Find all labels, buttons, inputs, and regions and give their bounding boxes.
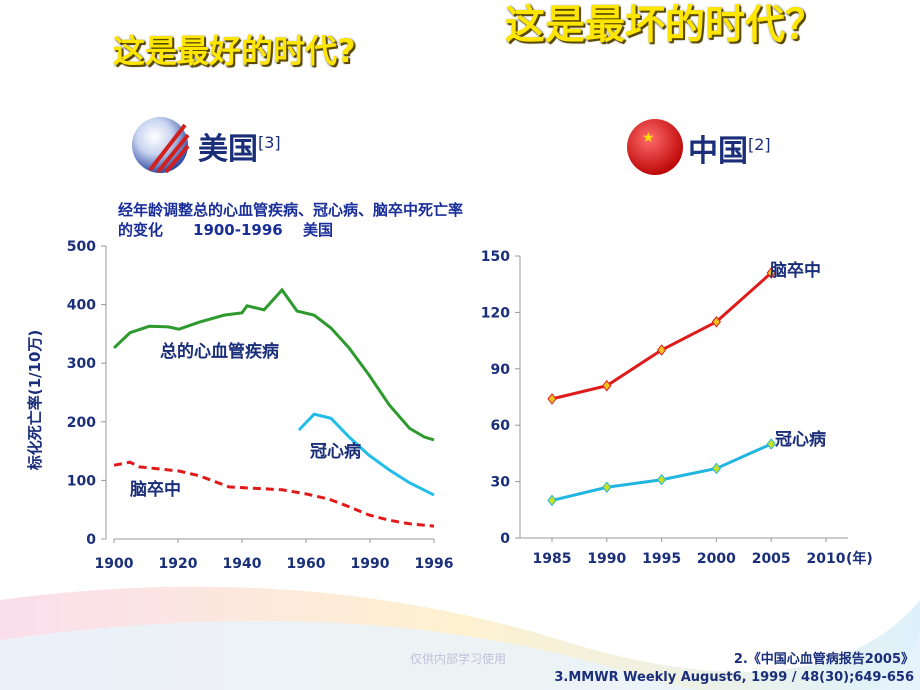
country-label: 美国 — [198, 132, 258, 167]
y-tick-label: 30 — [491, 475, 511, 491]
y-tick-label: 0 — [86, 532, 96, 548]
point — [711, 462, 722, 475]
point — [766, 267, 776, 279]
x-axis-label: (年) — [846, 550, 873, 567]
series-line — [112, 287, 435, 442]
x-tick-label: 1995 — [642, 551, 681, 567]
title-right: 这是最坏的时代？ — [505, 2, 825, 48]
reference: 2.《中国心血管病报告2005》 — [733, 652, 914, 667]
series-label: 总的心血管疾病 — [160, 341, 279, 362]
y-tick-label: 300 — [67, 356, 96, 372]
x-tick-label: 1900 — [95, 556, 134, 572]
y-tick-label: 60 — [491, 418, 511, 434]
country: 中国[2] — [688, 126, 771, 170]
series-line — [551, 442, 772, 502]
title-left: 这是最好的时代? — [113, 32, 356, 70]
y-tick-label: 120 — [481, 305, 510, 321]
series-label: 脑卒中 — [770, 260, 821, 281]
y-tick-label: 500 — [67, 239, 96, 255]
point — [766, 438, 776, 450]
series-line — [113, 460, 435, 528]
x-tick-label: 1996 — [415, 556, 454, 572]
y-tick-label: 100 — [67, 473, 96, 489]
x-tick-label: 1990 — [351, 556, 390, 572]
x-tick-label: 1960 — [287, 556, 326, 572]
chart-title: 经年龄调整总的心血管疾病、冠心病、脑卒中死亡率的变化 1900-1996 美国 — [118, 201, 464, 239]
x-tick-label: 2000 — [697, 551, 736, 567]
point — [602, 481, 612, 494]
y-axis-label: 标化死亡率(1/10万) — [26, 330, 44, 472]
country-label: 中国 — [688, 134, 748, 169]
y-tick-label: 90 — [491, 362, 511, 378]
series-line — [297, 412, 435, 497]
series-label: 冠心病 — [775, 429, 826, 450]
y-tick-label: 150 — [481, 249, 510, 265]
point — [547, 393, 557, 405]
x-tick-label: 1985 — [533, 551, 572, 567]
y-tick-label: 0 — [500, 531, 510, 547]
point — [602, 379, 612, 392]
series-label: 冠心病 — [310, 441, 361, 462]
point — [656, 344, 667, 356]
point — [711, 315, 722, 328]
footer: 仅供内部学习使用 — [410, 652, 507, 666]
y-tick-label: 200 — [67, 415, 96, 431]
point — [547, 494, 557, 507]
ref: [3] — [258, 133, 281, 152]
references: 2.《中国心血管病报告2005》 3.MMWR Weekly August6, … — [554, 651, 914, 687]
x-tick-label: 1940 — [223, 556, 262, 572]
series-label: 脑卒中 — [130, 479, 181, 500]
point — [656, 473, 667, 486]
ref: [2] — [748, 135, 771, 154]
series-line — [551, 271, 773, 401]
x-tick-label: 1920 — [159, 556, 198, 572]
x-tick-label: 1990 — [587, 551, 626, 567]
x-tick-label: 2005 — [752, 551, 791, 567]
reference: 3.MMWR Weekly August6, 1999 / 48(30);649… — [554, 670, 914, 685]
country: 美国[3] — [198, 124, 281, 168]
x-tick-label: 2010 — [807, 551, 846, 567]
svg-text:★: ★ — [642, 130, 655, 146]
y-tick-label: 400 — [67, 298, 96, 314]
